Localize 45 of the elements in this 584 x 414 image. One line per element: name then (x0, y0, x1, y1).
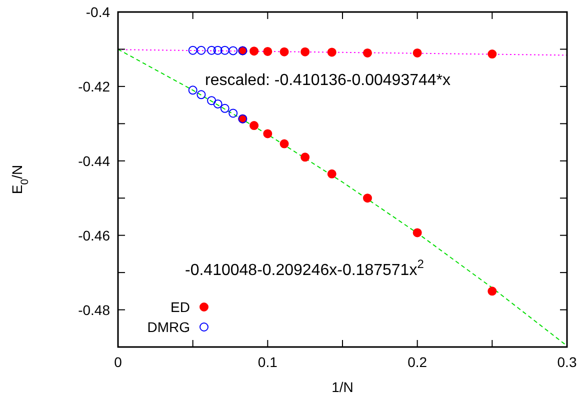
point (228, 108, 238, 118)
annotation: -0.410048-0.209246x-0.187571x$^{2}$ (185, 257, 424, 279)
point (300, 152, 310, 162)
point (220, 46, 230, 55)
point (250, 46, 259, 56)
point (213, 46, 222, 55)
point (196, 46, 206, 55)
x-tick-label: 0.3 (557, 354, 577, 370)
point (362, 194, 372, 203)
x-tick-label: 0.1 (258, 354, 278, 370)
legend-label: ED (170, 299, 190, 315)
point (488, 286, 497, 296)
point (196, 90, 206, 100)
point (228, 46, 238, 56)
point (188, 46, 198, 55)
legend-label: DMRG (147, 319, 190, 335)
point (412, 228, 422, 238)
y-tick-label: -0.48 (78, 302, 110, 318)
point (207, 46, 216, 55)
point (300, 47, 310, 56)
point (250, 121, 259, 130)
point (213, 99, 222, 108)
point (263, 129, 272, 138)
y-tick-label: -0.44 (78, 152, 110, 169)
point (327, 48, 336, 57)
point (188, 86, 198, 95)
x-tick-label: 0 (114, 354, 122, 370)
line-series (118, 48, 568, 346)
point (220, 104, 230, 113)
x-tick-label: 0.2 (408, 354, 428, 370)
legend-entry: DMRG (147, 319, 208, 335)
point (263, 46, 272, 56)
point (280, 47, 289, 56)
point (412, 48, 422, 58)
point (488, 50, 497, 59)
y-tick-label: -0.4 (86, 4, 110, 20)
legend-entry: ED (170, 299, 208, 315)
point (207, 96, 216, 106)
annotation: rescaled: -0.410136-0.00493744*x (205, 72, 451, 89)
point (362, 48, 372, 58)
point (280, 139, 289, 148)
y-tick-label: -0.46 (78, 227, 110, 244)
point (327, 169, 336, 178)
y-tick-label: -0.42 (78, 78, 110, 94)
x-axis-title: 1/N (332, 379, 354, 395)
